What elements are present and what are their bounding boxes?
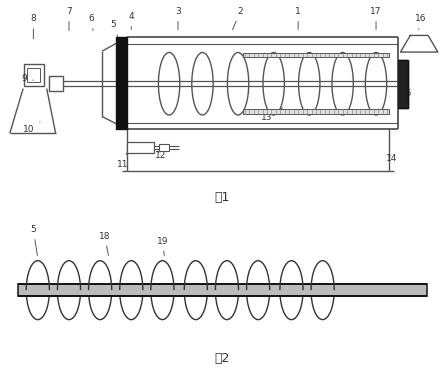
Text: 6: 6 [89, 14, 94, 31]
Text: 19: 19 [157, 237, 168, 256]
Text: 2: 2 [232, 7, 243, 30]
Bar [27, 68, 40, 82]
Text: 4: 4 [129, 12, 134, 29]
Text: 17: 17 [370, 7, 382, 29]
Text: 1: 1 [295, 7, 301, 29]
Bar [159, 144, 169, 151]
Text: 图2: 图2 [215, 352, 230, 365]
Text: 9: 9 [22, 74, 33, 83]
Text: 3: 3 [175, 7, 181, 29]
Bar [18, 285, 427, 296]
Text: 14: 14 [386, 154, 397, 163]
Text: 11: 11 [117, 153, 128, 169]
Text: 12: 12 [154, 151, 166, 160]
Text: 图1: 图1 [215, 191, 230, 204]
Bar [243, 109, 389, 113]
Text: 10: 10 [23, 122, 40, 134]
Bar [49, 77, 63, 91]
Text: 7: 7 [66, 7, 72, 31]
Text: 18: 18 [99, 232, 110, 256]
Text: 5: 5 [31, 225, 37, 256]
Text: 8: 8 [31, 14, 36, 39]
Text: 13: 13 [261, 108, 283, 122]
Bar [127, 142, 154, 153]
Bar [24, 64, 44, 86]
Text: 15: 15 [401, 89, 413, 104]
Bar [243, 53, 389, 57]
Text: 5: 5 [111, 20, 118, 38]
Text: 16: 16 [415, 14, 426, 29]
